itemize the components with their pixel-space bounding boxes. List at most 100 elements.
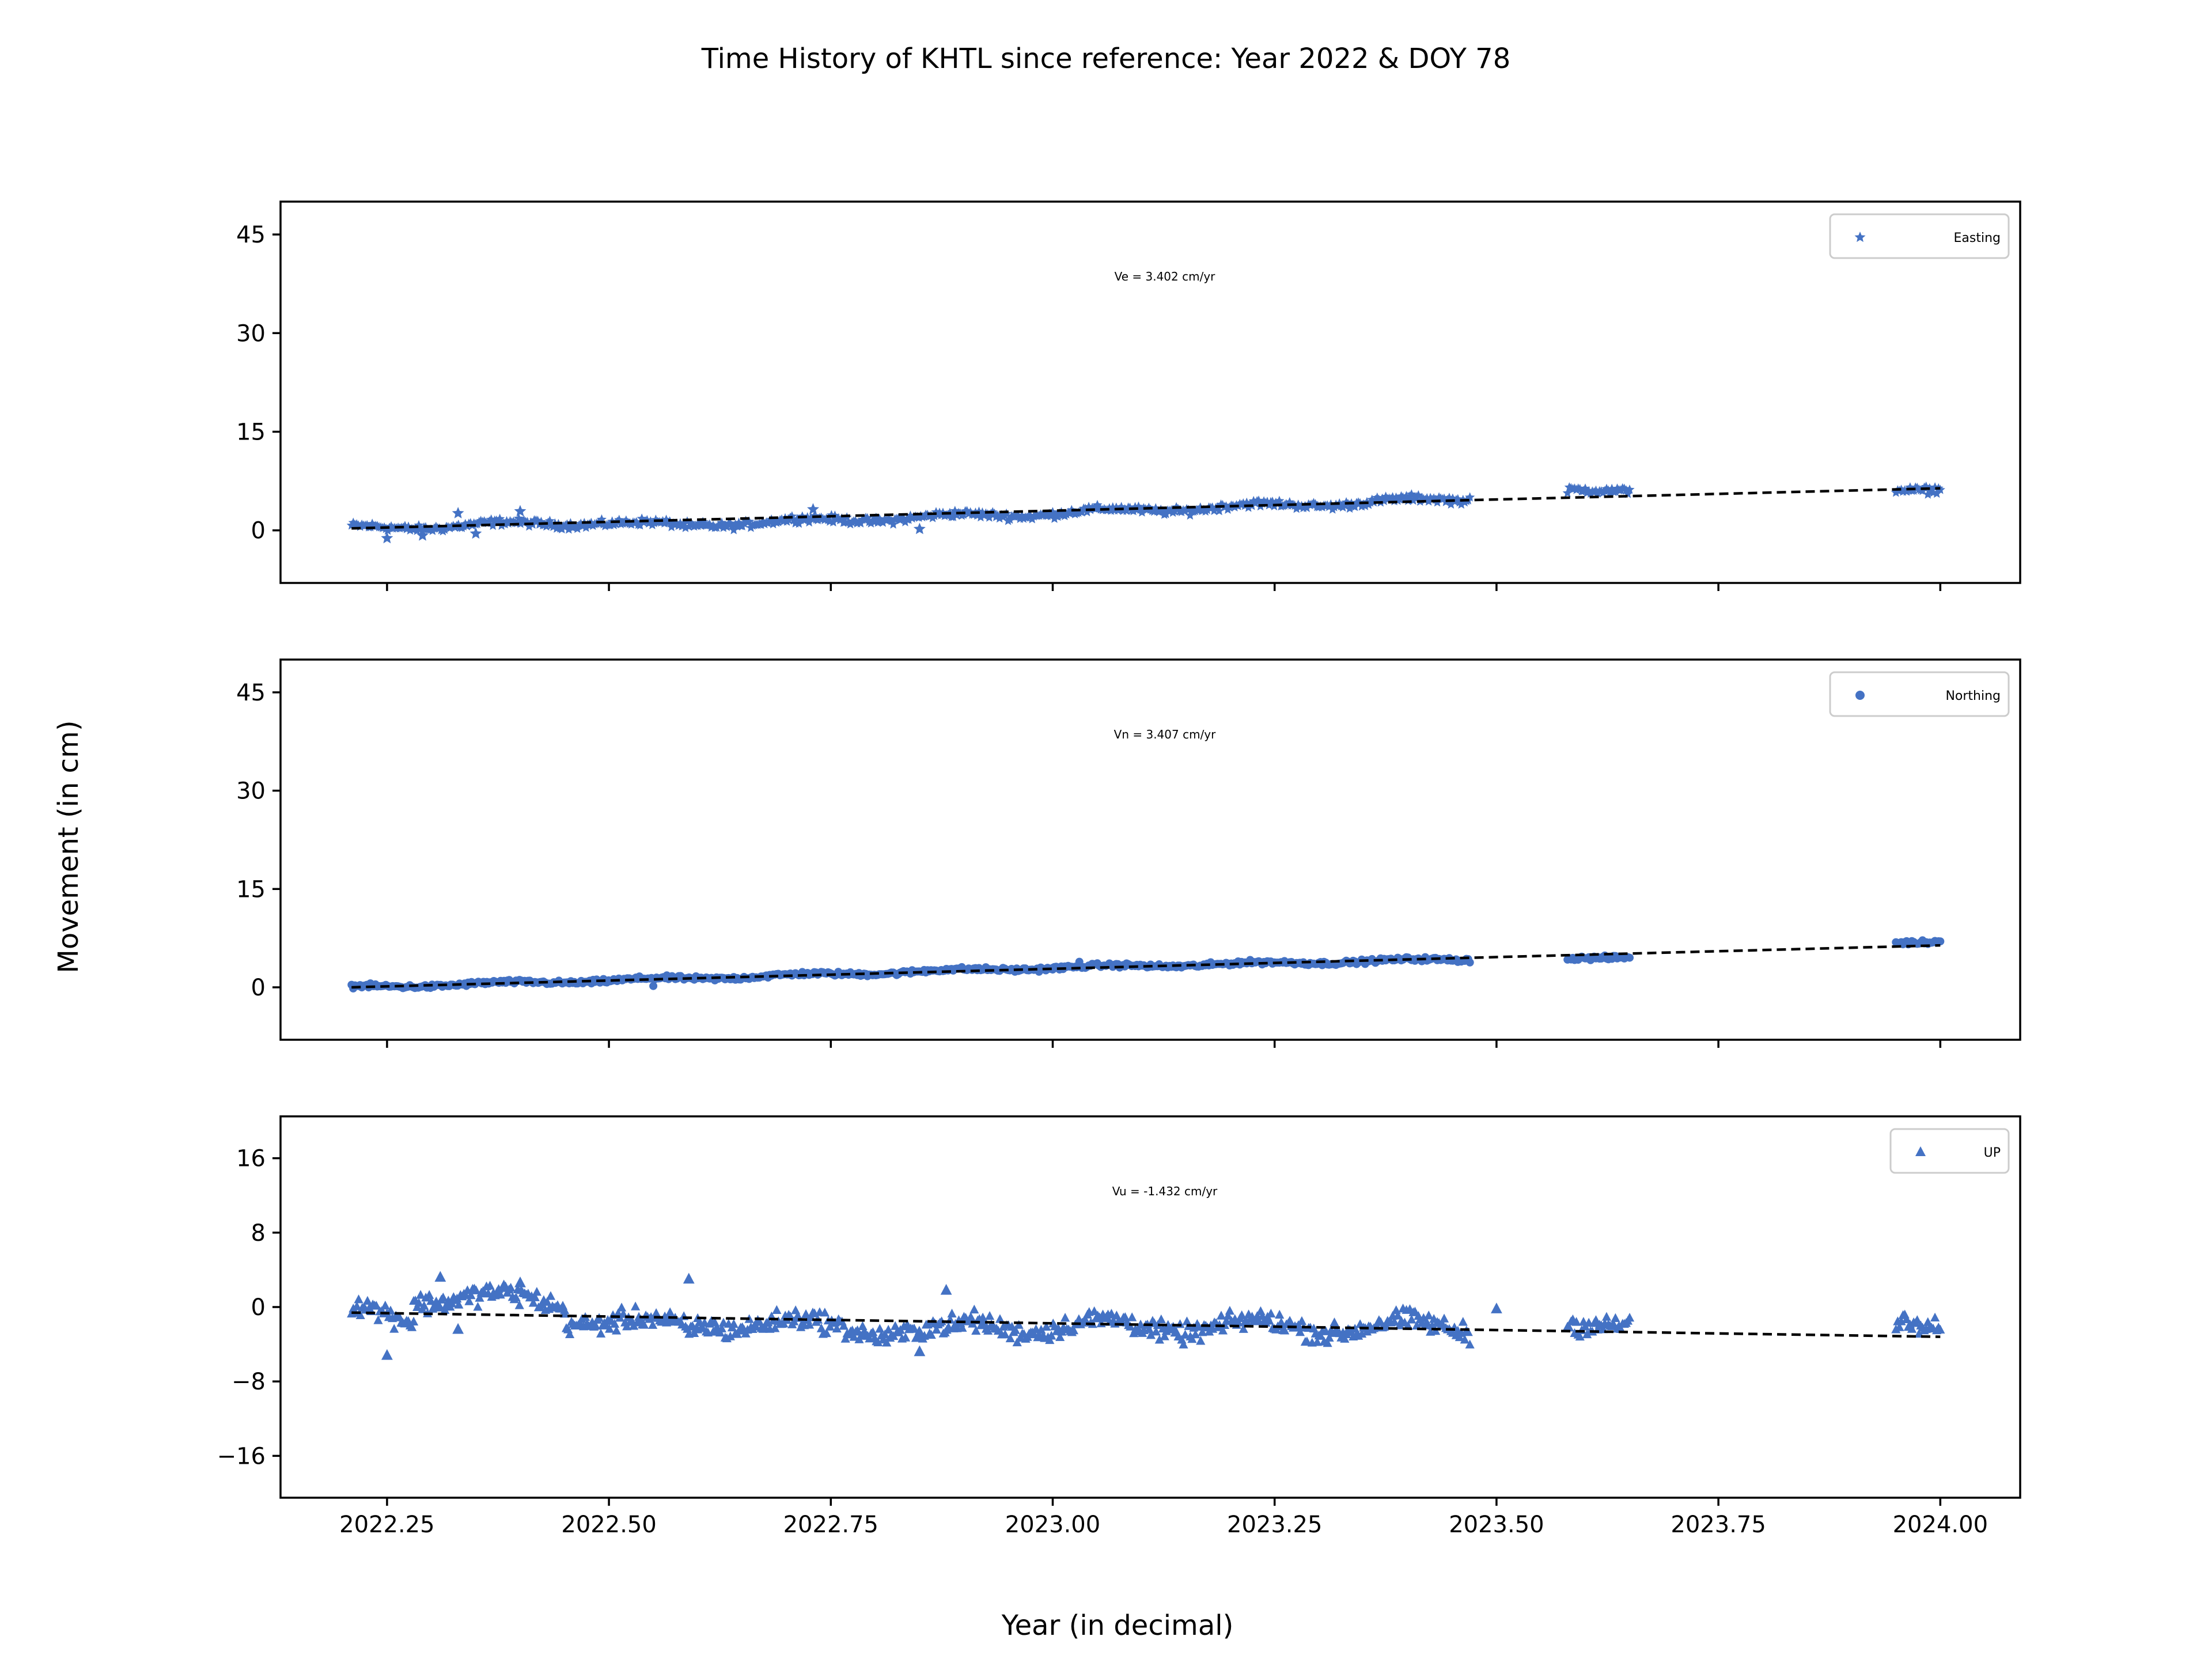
data-point bbox=[828, 517, 838, 527]
data-point bbox=[1280, 1325, 1290, 1335]
data-point bbox=[1619, 483, 1630, 493]
data-point bbox=[542, 1297, 552, 1306]
data-point bbox=[1225, 1305, 1234, 1315]
data-point bbox=[683, 1272, 695, 1284]
y-tick-label: −8 bbox=[232, 1369, 266, 1395]
data-point bbox=[617, 1302, 627, 1312]
data-point bbox=[590, 1320, 601, 1330]
data-point bbox=[438, 1292, 448, 1302]
data-point bbox=[772, 1305, 782, 1314]
data-point bbox=[978, 1312, 988, 1322]
data-point bbox=[389, 1324, 399, 1333]
trend-line bbox=[351, 1311, 1941, 1338]
data-point bbox=[1350, 1324, 1360, 1333]
data-point bbox=[680, 522, 691, 532]
data-point bbox=[926, 1330, 936, 1339]
data-point bbox=[1562, 488, 1573, 498]
data-point bbox=[514, 1277, 526, 1287]
data-point bbox=[485, 1281, 495, 1290]
data-point bbox=[1624, 1313, 1635, 1322]
data-point bbox=[807, 503, 819, 515]
data-point bbox=[1611, 1313, 1620, 1322]
data-point bbox=[1180, 1330, 1190, 1339]
data-point bbox=[1187, 1334, 1197, 1343]
data-point bbox=[937, 1316, 946, 1325]
data-point bbox=[631, 517, 642, 527]
data-point bbox=[435, 1301, 445, 1310]
data-point bbox=[372, 1301, 381, 1310]
data-point bbox=[1198, 1327, 1207, 1336]
x-tick-label: 2022.50 bbox=[561, 1512, 656, 1538]
subplot-northing: 0 15 30 45 Vn = 3.407 cm/yr Northing bbox=[236, 658, 2021, 1048]
data-point bbox=[1153, 1320, 1162, 1330]
data-point bbox=[1350, 502, 1360, 512]
y-tick-label: −16 bbox=[217, 1443, 266, 1469]
data-point bbox=[984, 1311, 995, 1320]
data-point bbox=[665, 1307, 675, 1316]
data-point bbox=[1005, 1333, 1015, 1343]
data-point bbox=[440, 1305, 450, 1314]
data-point bbox=[434, 1271, 446, 1282]
data-point bbox=[1196, 1336, 1206, 1345]
data-point bbox=[1277, 1317, 1286, 1327]
data-point bbox=[820, 1308, 830, 1317]
data-point bbox=[1128, 506, 1139, 516]
data-point bbox=[1081, 1315, 1090, 1324]
y-tick-label: 45 bbox=[236, 680, 266, 706]
data-point bbox=[352, 1301, 362, 1310]
data-point bbox=[1120, 1312, 1130, 1321]
data-point bbox=[804, 517, 815, 527]
data-point bbox=[1237, 1310, 1247, 1320]
data-point bbox=[425, 1290, 434, 1299]
data-point bbox=[770, 1323, 780, 1332]
data-point bbox=[395, 1312, 404, 1321]
data-point bbox=[373, 1315, 383, 1324]
y-axis-label: Movement (in cm) bbox=[52, 720, 85, 973]
data-point bbox=[524, 521, 535, 531]
data-point bbox=[725, 1331, 735, 1340]
data-point bbox=[995, 1314, 1005, 1323]
data-point bbox=[1107, 1309, 1116, 1318]
data-point bbox=[1456, 1328, 1466, 1337]
subplots: 0 15 30 45 Ve = 3.402 cm/yr Easting 0 15 30 45 Vn … bbox=[217, 200, 2021, 1538]
x-tick-label: 2022.75 bbox=[783, 1512, 878, 1538]
data-point bbox=[1223, 1310, 1233, 1320]
data-point bbox=[354, 1294, 363, 1304]
data-point bbox=[1936, 937, 1945, 946]
data-point bbox=[1930, 1312, 1940, 1322]
data-point bbox=[1154, 1335, 1164, 1344]
data-point bbox=[980, 1318, 990, 1327]
data-point bbox=[511, 1292, 521, 1302]
data-point bbox=[649, 982, 658, 990]
legend: Northing bbox=[1829, 671, 2010, 717]
data-point bbox=[948, 512, 959, 521]
data-point bbox=[1465, 958, 1474, 967]
data-point bbox=[639, 1320, 649, 1329]
legend-marker bbox=[1854, 232, 1866, 243]
data-point bbox=[381, 532, 393, 544]
x-axis-label: Year (in decimal) bbox=[1001, 1609, 1234, 1642]
data-point bbox=[969, 1304, 979, 1314]
data-point bbox=[409, 1316, 419, 1326]
data-point bbox=[1907, 1324, 1917, 1333]
data-point bbox=[1931, 488, 1942, 498]
data-point bbox=[1936, 1324, 1945, 1334]
x-tick-label: 2023.00 bbox=[1005, 1512, 1100, 1538]
data-point bbox=[755, 1317, 764, 1326]
legend-label: Easting bbox=[1954, 231, 2001, 245]
data-point bbox=[1419, 1313, 1429, 1322]
y-tick-label: 16 bbox=[236, 1146, 266, 1172]
data-point bbox=[1160, 1331, 1169, 1340]
legend: Easting bbox=[1829, 213, 2010, 259]
data-point bbox=[1069, 1325, 1079, 1335]
data-point bbox=[913, 522, 926, 535]
data-point bbox=[821, 1328, 831, 1338]
data-point bbox=[1169, 506, 1180, 516]
data-point bbox=[804, 1320, 815, 1329]
data-point bbox=[874, 514, 885, 524]
data-point bbox=[610, 1319, 620, 1328]
data-point bbox=[454, 1300, 464, 1309]
data-point bbox=[1233, 1317, 1243, 1327]
data-point bbox=[1456, 499, 1467, 509]
data-point bbox=[1275, 1309, 1285, 1319]
